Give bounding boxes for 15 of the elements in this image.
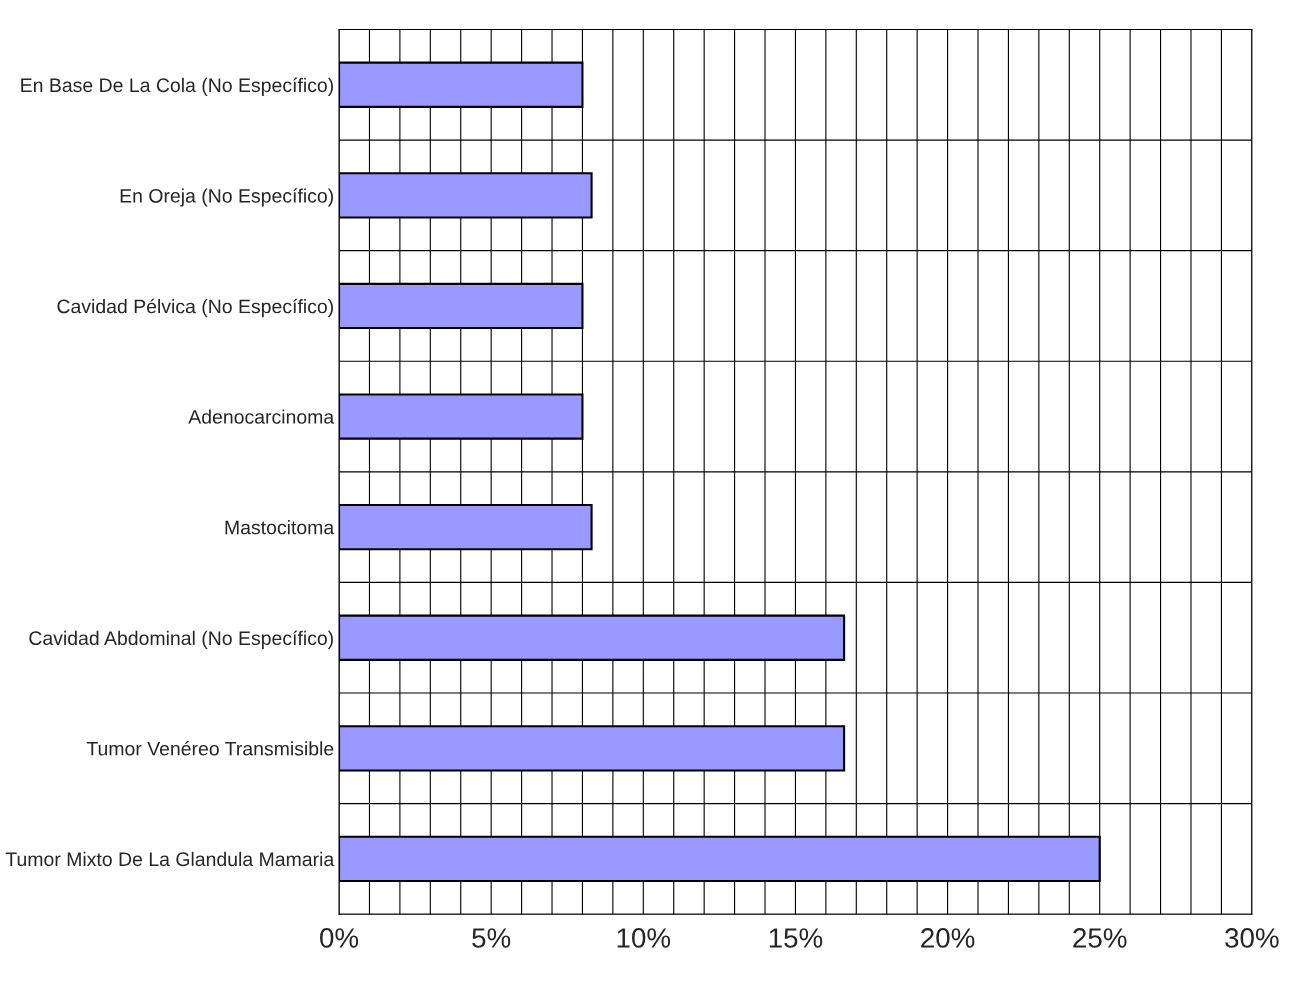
x-tick-label: 0% [320, 928, 359, 948]
x-tick-label: 5% [472, 928, 511, 948]
x-tick-label: 30% [1225, 928, 1279, 948]
y-tick-label: Cavidad Pélvica (No Específico) [57, 298, 333, 318]
y-tick-label: Adenocarcinoma [188, 409, 335, 424]
y-tick-label: Tumor Venéreo Transmisible [86, 741, 334, 756]
x-tick-label: 20% [921, 928, 975, 948]
y-tick-label: Tumor Mixto De La Glandula Mamaria [5, 851, 335, 867]
x-tick-label: 25% [1073, 928, 1127, 948]
y-tick-label: En Oreja (No Específico) [120, 188, 333, 207]
x-tick-label: 15% [769, 928, 823, 948]
x-tick-label: 10% [617, 928, 671, 948]
y-tick-label: En Base De La Cola (No Específico) [21, 77, 333, 96]
y-tick-label: Mastocitoma [225, 520, 335, 535]
y-tick-label: Cavidad Abdominal (No Específico) [29, 630, 333, 649]
